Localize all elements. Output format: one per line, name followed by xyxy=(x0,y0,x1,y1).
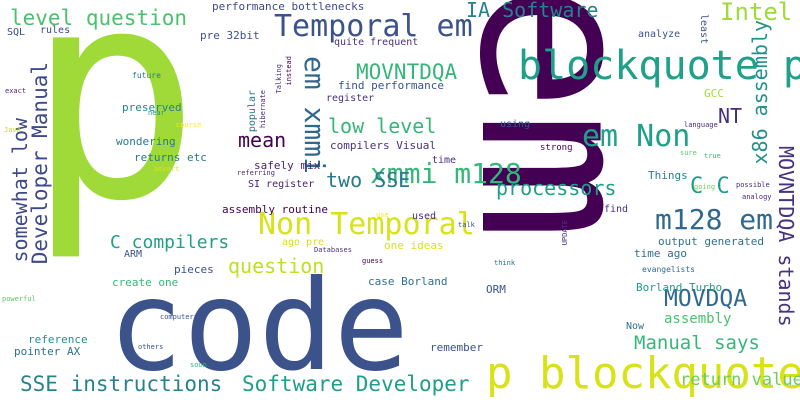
cloud-word: C C xyxy=(690,174,730,199)
cloud-word: true xyxy=(704,152,721,160)
cloud-word: exact xyxy=(5,87,27,95)
cloud-word: ago pre xyxy=(282,237,325,248)
cloud-word: Things xyxy=(648,169,688,182)
cloud-word: processors xyxy=(496,176,617,200)
cloud-word: Talking xyxy=(275,64,283,94)
cloud-word: referring xyxy=(237,169,275,177)
cloud-word: popular xyxy=(247,90,258,133)
cloud-word: using xyxy=(500,119,531,130)
cloud-word: NT xyxy=(718,104,743,128)
cloud-word: blockquote p xyxy=(518,43,800,89)
cloud-word: computers xyxy=(160,313,198,321)
cloud-word: create one xyxy=(112,276,179,289)
cloud-word: quite frequent xyxy=(334,37,419,48)
cloud-word: reference xyxy=(28,333,88,346)
cloud-word: sure xyxy=(680,149,697,157)
cloud-word: instead xyxy=(285,56,293,86)
cloud-word: return values xyxy=(680,370,800,390)
cloud-word: SQL xyxy=(7,27,26,38)
cloud-word: performance bottlenecks xyxy=(212,0,365,13)
cloud-word: low level xyxy=(328,114,437,138)
cloud-word: remember xyxy=(430,341,483,354)
cloud-word: ORM xyxy=(486,283,506,296)
cloud-word: use xyxy=(376,211,389,219)
cloud-word: x86 assembly xyxy=(748,20,772,165)
cloud-word: Intel xyxy=(720,0,793,26)
cloud-word: C compilers xyxy=(110,232,230,253)
cloud-word: preserved xyxy=(122,101,182,114)
cloud-word: somewhat low xyxy=(8,118,32,263)
cloud-word: pieces xyxy=(174,263,214,276)
cloud-word: output generated xyxy=(658,235,764,248)
cloud-word: time xyxy=(432,155,457,166)
cloud-word: m128 em xyxy=(655,203,774,236)
cloud-word: least xyxy=(698,14,709,45)
cloud-word: find xyxy=(604,204,629,215)
cloud-word: strong xyxy=(540,143,573,153)
cloud-word: pre 32bit xyxy=(200,29,260,42)
cloud-word: p blockquote xyxy=(486,348,800,399)
cloud-word: analyze xyxy=(638,29,681,40)
cloud-word: em Non xyxy=(582,119,691,154)
cloud-word: p xyxy=(26,0,201,265)
cloud-word: assembly routine xyxy=(222,203,328,216)
cloud-word: language xyxy=(684,121,718,129)
cloud-word: time ago xyxy=(634,247,687,260)
cloud-word: pointer AX xyxy=(14,345,81,358)
cloud-word: Software Developer xyxy=(242,372,470,396)
cloud-word: going xyxy=(694,183,716,191)
cloud-word: course xyxy=(176,121,202,129)
cloud-word: used xyxy=(412,211,437,222)
cloud-word: future xyxy=(132,71,161,80)
cloud-word: Databases xyxy=(314,246,352,254)
cloud-word: guess xyxy=(362,257,384,265)
cloud-word: Now xyxy=(626,321,645,332)
cloud-word: Manual says xyxy=(634,332,760,354)
cloud-word: level question xyxy=(10,6,188,30)
cloud-word: case Borland xyxy=(368,275,448,288)
cloud-word: others xyxy=(138,343,164,351)
cloud-word: xmmi m128 xyxy=(370,157,522,190)
cloud-word: code xyxy=(108,254,410,399)
cloud-word: safely mix xyxy=(254,159,321,172)
cloud-word: soon xyxy=(190,361,207,369)
cloud-word: GCC xyxy=(704,87,724,100)
cloud-word: SSE instructions xyxy=(20,372,223,396)
cloud-word: powerful xyxy=(2,295,36,303)
cloud-word: think xyxy=(494,259,516,267)
cloud-word: ARM xyxy=(124,249,143,260)
cloud-word: analogy xyxy=(742,193,772,201)
cloud-word: assembly xyxy=(664,311,732,327)
cloud-word: evangelists xyxy=(642,265,695,274)
cloud-word: UPDATE xyxy=(561,220,569,246)
cloud-word: Java xyxy=(4,126,21,134)
cloud-word: possible xyxy=(736,181,770,189)
cloud-word: hibernate xyxy=(259,90,267,128)
cloud-word: find performance xyxy=(338,79,444,92)
cloud-word: em xyxy=(432,0,683,241)
cloud-word: Non Temporal xyxy=(258,207,475,242)
cloud-word: near xyxy=(148,109,165,117)
cloud-word: Temporal em xyxy=(274,9,473,44)
cloud-word: register xyxy=(326,93,375,104)
cloud-word: MOVNTDQA stands xyxy=(774,146,798,327)
cloud-word: rules xyxy=(40,25,71,36)
cloud-word: mean xyxy=(238,128,287,152)
cloud-word: question xyxy=(228,254,325,278)
cloud-word: Developer Manual xyxy=(28,62,52,265)
cloud-word: wondering xyxy=(116,135,176,148)
cloud-word: assert xyxy=(154,165,180,173)
cloud-word: IA Software xyxy=(466,0,599,22)
cloud-word: Borland Turbo xyxy=(636,281,723,294)
cloud-word: two SSE xyxy=(326,168,411,192)
cloud-word: compilers Visual xyxy=(330,139,436,152)
cloud-word: MOVNTDQA xyxy=(356,60,458,84)
cloud-word: em xmmi xyxy=(298,56,331,175)
cloud-word: returns etc xyxy=(134,151,207,164)
cloud-word: MOVDQA xyxy=(664,286,748,312)
cloud-word: SI register xyxy=(248,179,315,190)
cloud-word: one ideas xyxy=(384,239,444,252)
cloud-word: talk xyxy=(458,221,475,229)
